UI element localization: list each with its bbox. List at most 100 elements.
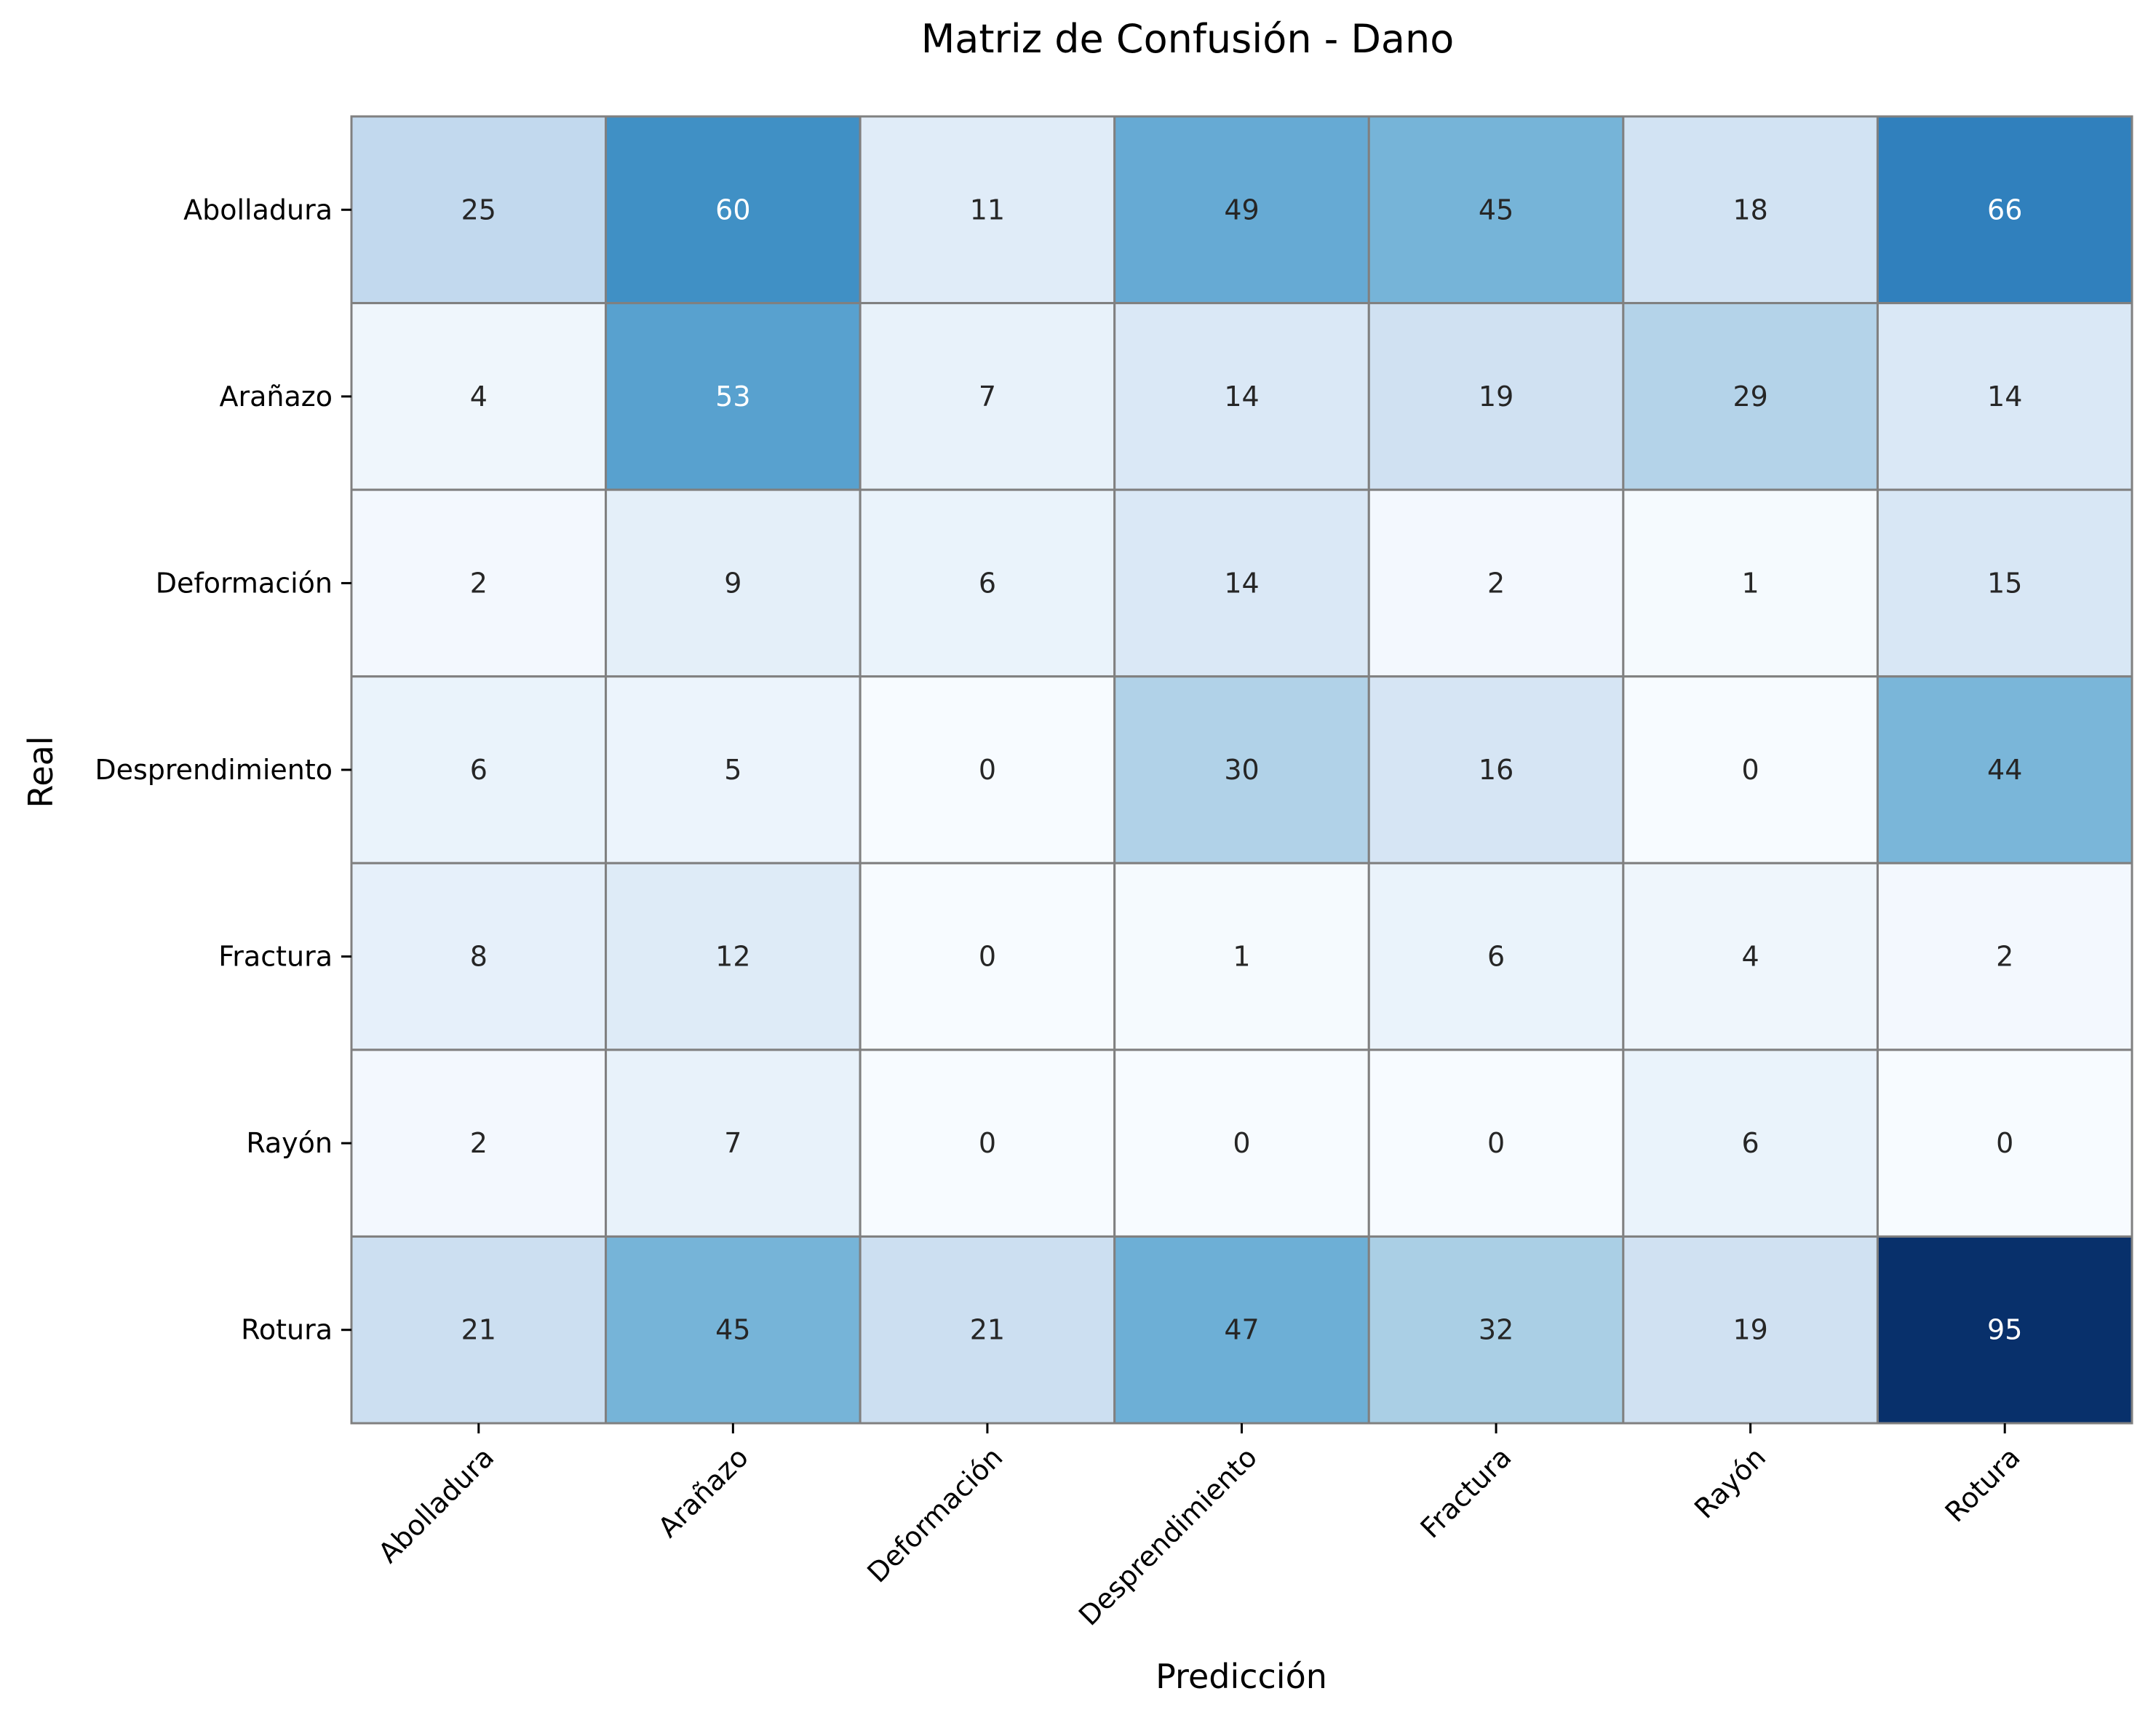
heatmap-cell [1622, 1235, 1879, 1425]
heatmap-cell [1113, 675, 1370, 864]
heatmap-cell [1367, 115, 1625, 305]
cell-value-label: 12 [715, 941, 750, 973]
cell-value-label: 66 [1987, 194, 2022, 226]
x-tick-label: Rayón [1688, 1441, 1772, 1524]
x-axis-ticks: Abolladura Arañazo Deformación Desprendimie… [372, 1423, 2026, 1632]
cell-value-label: 15 [1987, 567, 2022, 599]
y-tick-label: Arañazo [220, 381, 333, 413]
cell-value-label: 0 [979, 1127, 996, 1159]
cell-value-label: 6 [979, 567, 996, 599]
cell-value-label: 6 [1487, 941, 1505, 973]
heatmap-cell [1876, 1235, 2133, 1425]
x-tick-label: Arañazo [652, 1441, 755, 1543]
cell-value-label: 53 [715, 381, 750, 413]
heatmap-cell [1367, 1235, 1625, 1425]
heatmap-cell [1622, 115, 1879, 305]
heatmap-cell [350, 1235, 608, 1425]
cell-value-label: 21 [461, 1314, 496, 1346]
heatmap-cell [859, 1048, 1116, 1238]
cell-value-label: 14 [1224, 381, 1259, 413]
heatmap-cell [1622, 302, 1879, 491]
cell-value-label: 2 [1487, 567, 1505, 599]
heatmap-cell [350, 675, 608, 864]
x-tick-label: Deformación [861, 1441, 1009, 1588]
heatmap-cell [1113, 488, 1370, 678]
heatmap-cell [350, 488, 608, 678]
heatmap-cell [859, 1235, 1116, 1425]
heatmap-cell [1876, 675, 2133, 864]
cell-value-label: 32 [1479, 1314, 1513, 1346]
heatmap-cell [859, 115, 1116, 305]
cell-value-label: 49 [1224, 194, 1259, 226]
heatmap-cell [1113, 1235, 1370, 1425]
cell-value-label: 16 [1479, 754, 1513, 786]
heatmap-cell [1876, 302, 2133, 491]
cell-value-label: 0 [979, 754, 996, 786]
heatmap-cell [605, 115, 862, 305]
y-tick-label: Abolladura [183, 194, 333, 226]
heatmap-cell [1367, 1048, 1625, 1238]
cell-value-label: 7 [979, 381, 996, 413]
heatmap-cell [1367, 488, 1625, 678]
x-axis-title: Predicción [1155, 1657, 1327, 1696]
heatmap-cell [1876, 862, 2133, 1051]
y-tick-label: Rayón [246, 1127, 333, 1159]
heatmap-cell [1876, 1048, 2133, 1238]
heatmap-cell [859, 862, 1116, 1051]
heatmap-cell [1876, 488, 2133, 678]
cell-value-label: 0 [1996, 1127, 2013, 1159]
x-tick-label: Fractura [1415, 1441, 1518, 1544]
cell-value-label: 95 [1987, 1314, 2022, 1346]
cell-value-label: 11 [970, 194, 1005, 226]
heatmap-cell [1622, 675, 1879, 864]
cell-value-label: 0 [1487, 1127, 1505, 1159]
heatmap-cell [859, 488, 1116, 678]
cell-value-label: 45 [1479, 194, 1513, 226]
y-axis-ticks: Abolladura Arañazo Deformación Desprendimie… [95, 194, 351, 1346]
cell-value-label: 0 [979, 941, 996, 973]
cell-value-label: 7 [724, 1127, 741, 1159]
y-tick-label: Deformación [156, 567, 333, 599]
cell-value-label: 6 [470, 754, 488, 786]
y-tick-label: Rotura [241, 1314, 333, 1346]
cell-value-label: 2 [1996, 941, 2013, 973]
x-tick-label: Abolladura [372, 1441, 500, 1569]
cell-value-label: 19 [1479, 381, 1513, 413]
heatmap-cell [1113, 1048, 1370, 1238]
cell-value-label: 14 [1224, 567, 1259, 599]
cell-value-label: 4 [1742, 941, 1759, 973]
chart-title: Matriz de Confusión - Dano [921, 16, 1455, 62]
cell-value-label: 0 [1742, 754, 1759, 786]
cell-value-label: 19 [1733, 1314, 1767, 1346]
cell-value-label: 2 [470, 567, 488, 599]
cell-value-label: 14 [1987, 381, 2022, 413]
cell-value-label: 0 [1233, 1127, 1250, 1159]
cell-value-label: 30 [1224, 754, 1259, 786]
cell-value-label: 8 [470, 941, 488, 973]
cell-value-label: 45 [715, 1314, 750, 1346]
y-tick-label: Desprendimiento [95, 754, 333, 786]
cell-value-label: 21 [970, 1314, 1005, 1346]
heatmap-cell [1622, 488, 1879, 678]
heatmap-cell [1367, 302, 1625, 491]
cell-value-label: 18 [1733, 194, 1767, 226]
cell-value-label: 47 [1224, 1314, 1259, 1346]
heatmap-cell [350, 115, 608, 305]
heatmap-cell [1113, 115, 1370, 305]
heatmap-cell [350, 1048, 608, 1238]
cell-value-label: 60 [715, 194, 750, 226]
cell-value-label: 1 [1233, 941, 1250, 973]
heatmap-cells: 25 60 11 49 45 18 664 53 7 14 19 29 142 9 6 14 2 1 156 5 0 30… [350, 115, 2133, 1425]
cell-value-label: 1 [1742, 567, 1759, 599]
heatmap-cell [605, 488, 862, 678]
y-tick-label: Fractura [218, 941, 333, 973]
heatmap-cell [605, 1048, 862, 1238]
cell-value-label: 29 [1733, 381, 1767, 413]
heatmap-cell [859, 302, 1116, 491]
y-axis-title: Real [21, 736, 60, 808]
cell-value-label: 25 [461, 194, 496, 226]
cell-value-label: 9 [724, 567, 741, 599]
heatmap-cell [350, 862, 608, 1051]
